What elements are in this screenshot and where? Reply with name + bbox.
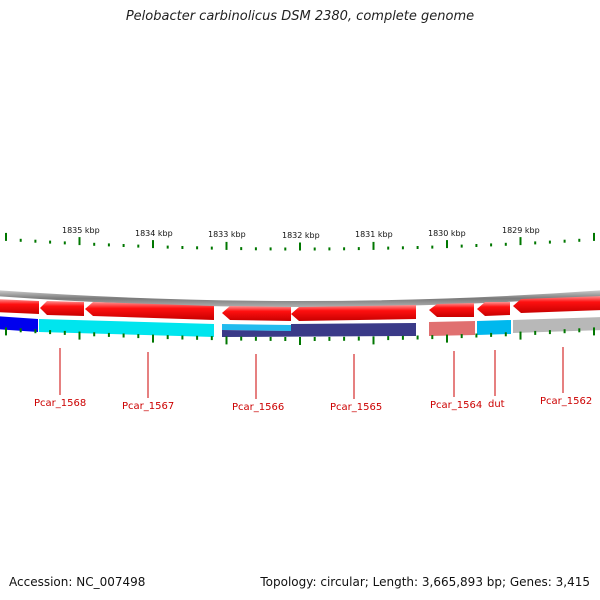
map-title: Pelobacter carbinolicus DSM 2380, comple… [125,9,475,24]
scale-label-1833: 1833 kbp [208,230,246,239]
feature-track-strand [0,296,600,321]
feature-arrow-1566[interactable] [222,306,291,321]
scale-label-1829: 1829 kbp [502,226,540,235]
feature-arrow-dut[interactable] [477,302,510,316]
cog-box-1564[interactable] [429,321,475,336]
feature-arrow-1568-left[interactable] [0,299,39,314]
feature-arrow-1562[interactable] [513,296,600,313]
cog-box-1565[interactable] [222,323,416,337]
inner-ticks [5,327,595,345]
scale-label-1832: 1832 kbp [282,231,320,240]
gene-label-1568[interactable]: Pcar_1568 [34,398,86,409]
scale-label-1835: 1835 kbp [62,226,100,235]
gene-label-1566[interactable]: Pcar_1566 [232,402,284,413]
scale-label-1834: 1834 kbp [135,229,173,238]
accession-text: Accession: NC_007498 [9,575,146,589]
gene-label-1567[interactable]: Pcar_1567 [122,401,174,412]
genome-summary-text: Topology: circular; Length: 3,665,893 bp… [260,575,590,589]
feature-track-cog [0,316,600,337]
cog-box-1562[interactable] [513,317,600,333]
scale-label-1830: 1830 kbp [428,229,466,238]
cog-box-1567[interactable] [39,319,214,337]
scale-labels: 1835 kbp 1834 kbp 1833 kbp 1832 kbp 1831… [62,226,540,240]
gene-label-1564[interactable]: Pcar_1564 [430,400,482,411]
gene-label-dut[interactable]: dut [488,399,505,410]
scale-label-1831: 1831 kbp [355,230,393,239]
gene-labels: Pcar_1568 Pcar_1567 Pcar_1566 Pcar_1565 … [34,396,592,413]
feature-arrow-1568[interactable] [40,301,84,316]
gene-label-1562[interactable]: Pcar_1562 [540,396,592,407]
gene-leaders [59,347,564,399]
cog-box-1568[interactable] [0,316,38,332]
cog-box-1566[interactable] [222,324,291,331]
scale-ticks [5,232,595,251]
cog-box-dut[interactable] [477,320,511,335]
gene-label-1565[interactable]: Pcar_1565 [330,402,382,413]
feature-arrow-1564[interactable] [429,303,474,317]
feature-arrow-1565[interactable] [291,305,416,321]
feature-arrow-1567[interactable] [85,302,214,320]
genome-backbone [0,290,600,307]
